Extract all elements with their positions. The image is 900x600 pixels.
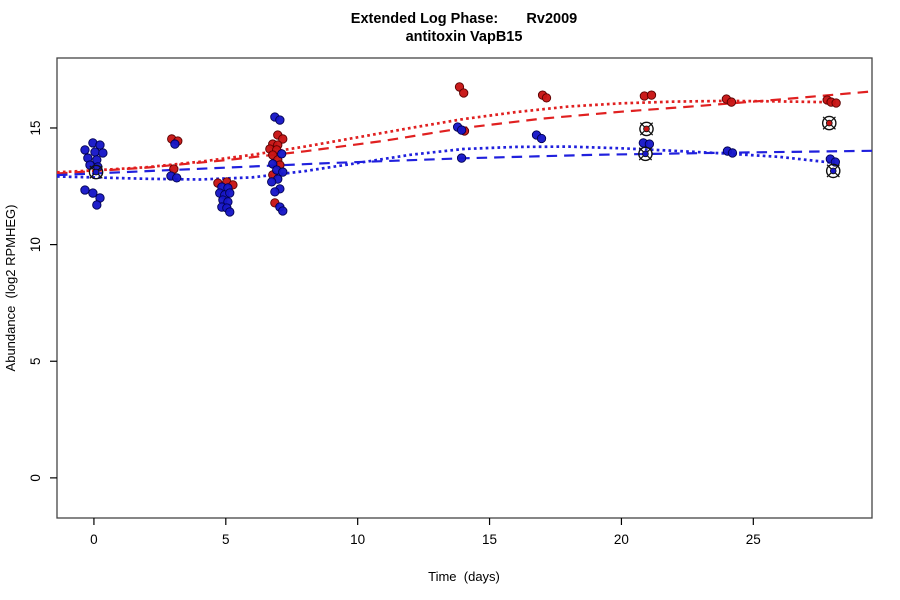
y-tick-label: 5 <box>28 357 43 365</box>
red-points <box>459 88 469 98</box>
blue-points <box>270 187 280 197</box>
x-tick-label: 10 <box>350 532 365 547</box>
flagged-blue-points <box>642 150 649 158</box>
red-points <box>726 97 737 107</box>
blue-points <box>170 139 180 149</box>
plot-border <box>56 57 873 519</box>
blue-points <box>727 148 738 158</box>
flagged-red-points <box>825 119 833 127</box>
x-tick-label: 5 <box>222 532 230 547</box>
red-points <box>831 98 841 108</box>
red-points <box>278 134 288 144</box>
x-axis-label: Time (days) <box>428 569 500 584</box>
blue-points <box>225 188 235 198</box>
x-tick-label: 20 <box>614 532 629 547</box>
blue-points <box>275 115 285 125</box>
blue-points <box>277 149 287 159</box>
flagged-blue-points-ring <box>638 146 653 162</box>
y-axis-label: Abundance (log2 RPMHEG) <box>3 205 18 372</box>
blue-points <box>80 185 90 195</box>
blue-points <box>278 206 288 216</box>
flagged-blue-points <box>829 167 837 175</box>
blue-points <box>456 125 467 135</box>
flagged-red-points-ring <box>639 121 654 137</box>
blue-points <box>225 207 235 217</box>
blue-points <box>98 148 108 158</box>
flagged-blue-points <box>92 168 100 176</box>
blue-points <box>536 133 547 144</box>
blue-points <box>88 188 98 198</box>
flagged-blue-points-ring <box>88 164 104 180</box>
blue-points <box>90 147 100 157</box>
blue-points <box>267 177 277 187</box>
y-tick-label: 15 <box>28 120 43 135</box>
red-points <box>646 90 657 100</box>
blue-points <box>92 200 102 210</box>
x-tick-label: 15 <box>482 532 497 547</box>
plot-area: 0 5 10 15 20 25 0 5 10 15 <box>28 57 873 547</box>
blue-points <box>95 140 105 150</box>
flagged-red-points <box>643 125 650 133</box>
plot-subtitle: antitoxin VapB15 <box>406 29 523 45</box>
x-tick-label: 25 <box>746 532 761 547</box>
blue-points <box>172 173 182 183</box>
blue-points <box>278 167 288 177</box>
blue-points <box>80 145 90 155</box>
blue-points <box>456 153 467 163</box>
flagged-red-points-ring <box>821 115 837 131</box>
y-tick-label: 10 <box>28 237 43 252</box>
plot-title: Extended Log Phase: Rv2009 <box>351 11 577 27</box>
blue-loess-line <box>56 145 836 181</box>
x-tick-label: 0 <box>90 532 98 547</box>
y-tick-label: 0 <box>28 474 43 482</box>
red-points <box>541 93 552 103</box>
flagged-blue-points-ring <box>825 163 841 179</box>
